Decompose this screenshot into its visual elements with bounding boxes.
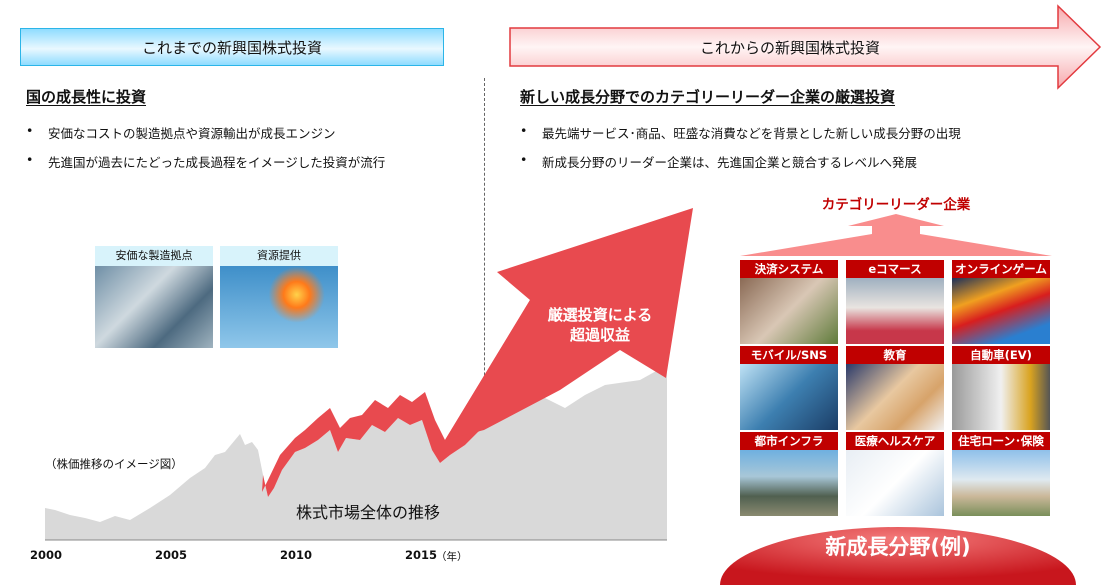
category-photo: [952, 364, 1050, 430]
market-label: 株式市場全体の推移: [296, 503, 441, 522]
past-header-title: これまでの新興国株式投資: [141, 38, 322, 57]
x-tick: 2010: [280, 548, 313, 562]
category-card: 教育: [846, 346, 944, 430]
category-card: モバイル/SNS: [740, 346, 838, 430]
excess-return-arrow: [445, 208, 693, 440]
category-photo: [846, 278, 944, 344]
chart-note: （株価推移のイメージ図）: [45, 457, 183, 471]
category-label: 自動車(EV): [952, 346, 1050, 364]
photo-label: 資源提供: [220, 246, 338, 266]
past-investment-header: これまでの新興国株式投資: [20, 28, 444, 66]
category-card: オンラインゲーム: [952, 260, 1050, 344]
category-photo: [952, 278, 1050, 344]
category-label: 住宅ローン･保険: [952, 432, 1050, 450]
photo-resources: 資源提供: [220, 246, 338, 348]
stock-trend-diagram: [45, 208, 693, 541]
category-label: 医療ヘルスケア: [846, 432, 944, 450]
left-bullet: • 先進国が過去にたどった成長過程をイメージした投資が流行: [26, 152, 386, 170]
category-label: 決済システム: [740, 260, 838, 278]
excess-return-band: [262, 300, 560, 497]
category-card: 住宅ローン･保険: [952, 432, 1050, 516]
category-label: 都市インフラ: [740, 432, 838, 450]
right-bullet: • 最先端サービス･商品、旺盛な消費などを背景とした新しい成長分野の出現: [520, 123, 961, 141]
category-photo: [740, 364, 838, 430]
category-photo: [846, 450, 944, 516]
category-photo: [952, 450, 1050, 516]
right-bullet: • 新成長分野のリーダー企業は、先進国企業と競合するレベルへ発展: [520, 152, 918, 170]
category-photo: [846, 364, 944, 430]
category-photo: [740, 450, 838, 516]
category-card: 決済システム: [740, 260, 838, 344]
category-grid: 決済システム eコマース オンラインゲームモバイル/SNS 教育 自動車(EV) 都市イン…: [740, 260, 1054, 516]
photo-manufacturing: 安価な製造拠点: [95, 246, 213, 348]
x-tick: 2005: [155, 548, 188, 562]
category-card: 自動車(EV): [952, 346, 1050, 430]
category-card: eコマース: [846, 260, 944, 344]
x-unit: （年）: [436, 551, 468, 563]
category-label: オンラインゲーム: [952, 260, 1050, 278]
future-arrow-header: [509, 4, 1102, 90]
arrow-label: 厳選投資による 超過収益: [547, 306, 653, 344]
category-label: モバイル/SNS: [740, 346, 838, 364]
category-card: 医療ヘルスケア: [846, 432, 944, 516]
leaders-label: カテゴリーリーダー企業: [821, 197, 971, 213]
new-growth-dome: [720, 527, 1076, 585]
category-label: 教育: [846, 346, 944, 364]
photo-label: 安価な製造拠点: [95, 246, 213, 266]
category-label: eコマース: [846, 260, 944, 278]
x-tick: 2015: [405, 548, 438, 562]
dome-label: 新成長分野(例): [825, 535, 971, 559]
left-bullet: • 安価なコストの製造拠点や資源輸出が成長エンジン: [26, 123, 336, 141]
left-subtitle: 国の成長性に投資: [26, 88, 147, 106]
right-subtitle: 新しい成長分野でのカテゴリーリーダー企業の厳選投資: [520, 88, 896, 106]
x-tick: 2000: [30, 548, 63, 562]
category-photo: [740, 278, 838, 344]
future-header-title: これからの新興国株式投資: [699, 38, 880, 57]
divider-line: [484, 78, 485, 540]
category-card: 都市インフラ: [740, 432, 838, 516]
up-arrow-icon: [740, 214, 1052, 256]
